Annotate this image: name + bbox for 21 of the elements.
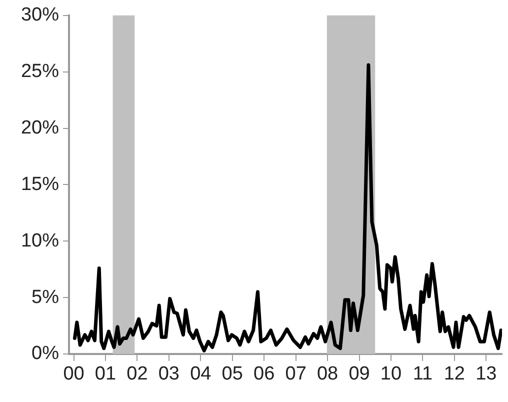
x-tick-label: 00 bbox=[63, 364, 84, 385]
y-tick-label: 5% bbox=[32, 286, 60, 308]
x-tick-label: 12 bbox=[444, 364, 465, 385]
x-tick-label: 03 bbox=[158, 364, 180, 385]
y-tick-label: 25% bbox=[20, 61, 60, 82]
x-tick-label: 09 bbox=[348, 364, 370, 385]
y-tick-label: 0% bbox=[32, 343, 60, 364]
x-tick-label: 02 bbox=[126, 364, 148, 385]
x-tick-label: 08 bbox=[316, 364, 338, 385]
y-tick-label: 20% bbox=[20, 118, 60, 138]
y-tick-label: 10% bbox=[20, 230, 60, 252]
x-tick-label: 13 bbox=[476, 364, 497, 385]
y-tick-label: 15% bbox=[20, 174, 60, 195]
x-tick-label: 05 bbox=[222, 364, 243, 385]
y-tick-label: 30% bbox=[20, 4, 60, 26]
x-tick-label: 06 bbox=[254, 364, 275, 385]
x-tick-label: 10 bbox=[380, 364, 402, 385]
x-tick-label: 01 bbox=[94, 364, 116, 385]
x-tick-label: 04 bbox=[190, 364, 212, 385]
x-tick-label: 11 bbox=[412, 364, 433, 385]
x-tick-label: 07 bbox=[285, 364, 306, 385]
